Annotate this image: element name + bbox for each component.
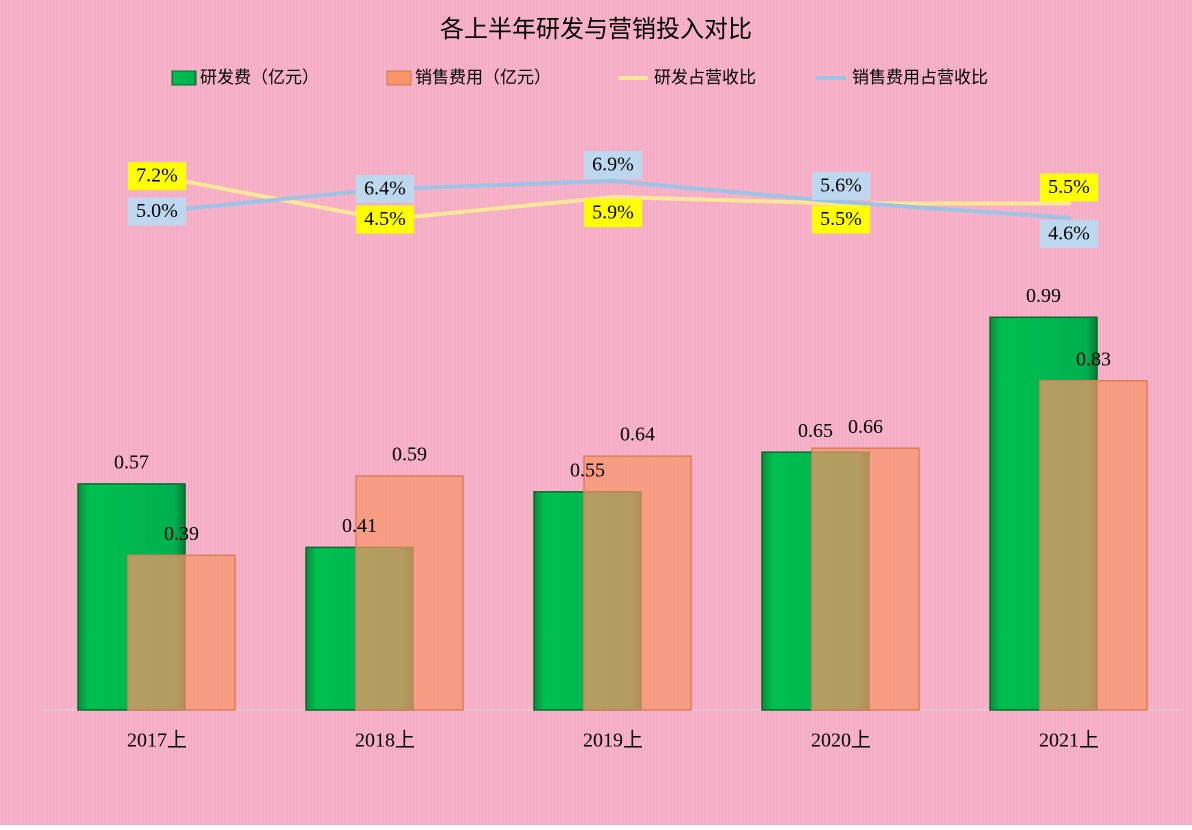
data-label: 5.6%: [820, 174, 862, 196]
data-label-group: 6.9%: [584, 150, 642, 179]
data-label-bg: [356, 205, 414, 234]
data-label-bg: [356, 174, 414, 203]
bar: [127, 554, 236, 711]
x-tick-label: 2020上: [811, 729, 871, 752]
data-label: 4.6%: [1048, 223, 1090, 245]
line: [155, 178, 1071, 220]
bar: [1039, 380, 1148, 711]
data-label-bg: [1040, 219, 1098, 248]
data-label: 0.55: [570, 459, 605, 481]
data-label: 0.41: [342, 515, 377, 537]
data-label: 0.59: [392, 444, 427, 466]
data-label-bg: [584, 150, 642, 179]
x-tick-label: 2017上: [127, 729, 187, 752]
data-label-bg: [812, 171, 870, 200]
bar: [811, 447, 920, 711]
data-label: 0.83: [1076, 348, 1111, 370]
legend-label: 研发费（亿元）: [200, 68, 319, 88]
x-tick-label: 2018上: [355, 729, 415, 752]
data-label: 0.64: [620, 424, 655, 446]
x-tick-label: 2019上: [583, 729, 643, 752]
data-label: 0.65: [798, 420, 833, 442]
data-label-group: 4.5%: [356, 205, 414, 234]
data-label-bg: [584, 199, 642, 228]
data-label-group: 5.0%: [128, 197, 186, 226]
data-label-group: 5.9%: [584, 199, 642, 228]
data-label-bg: [128, 162, 186, 191]
data-label-group: 4.6%: [1040, 219, 1098, 248]
data-label: 0.57: [114, 451, 149, 473]
legend-swatch: [386, 70, 412, 86]
data-label: 6.4%: [364, 178, 406, 200]
chart-title: 各上半年研发与营销投入对比: [440, 15, 752, 43]
data-label: 0.99: [1026, 285, 1061, 307]
data-label-bg: [1040, 173, 1098, 202]
data-label: 5.5%: [1048, 176, 1090, 198]
data-label-group: 5.5%: [812, 205, 870, 234]
legend: 研发费（亿元） 销售费用（亿元） 研发占营收比 销售费用占营收比: [171, 68, 988, 88]
data-label: 7.2%: [136, 165, 178, 187]
legend-label: 销售费用占营收比: [852, 68, 988, 88]
data-label-group: 5.5%: [1040, 173, 1098, 202]
line: [155, 174, 1071, 222]
data-label: 5.5%: [820, 208, 862, 230]
data-label: 4.5%: [364, 208, 406, 230]
data-label-group: 7.2%: [128, 162, 186, 191]
legend-swatch: [171, 70, 197, 86]
data-label: 5.9%: [592, 202, 634, 224]
legend-label: 销售费用（亿元）: [415, 68, 551, 88]
data-label-bg: [128, 197, 186, 226]
legend-label: 研发占营收比: [654, 68, 756, 88]
data-label: 0.66: [848, 416, 883, 438]
x-tick-label: 2021上: [1039, 729, 1099, 752]
bar: [355, 475, 464, 711]
data-label: 5.0%: [136, 200, 178, 222]
data-label: 0.39: [164, 523, 199, 545]
data-label-bg: [812, 205, 870, 234]
bar: [583, 455, 692, 711]
data-label-group: 6.4%: [356, 174, 414, 203]
data-label: 6.9%: [592, 154, 634, 176]
data-label-group: 5.6%: [812, 171, 870, 200]
